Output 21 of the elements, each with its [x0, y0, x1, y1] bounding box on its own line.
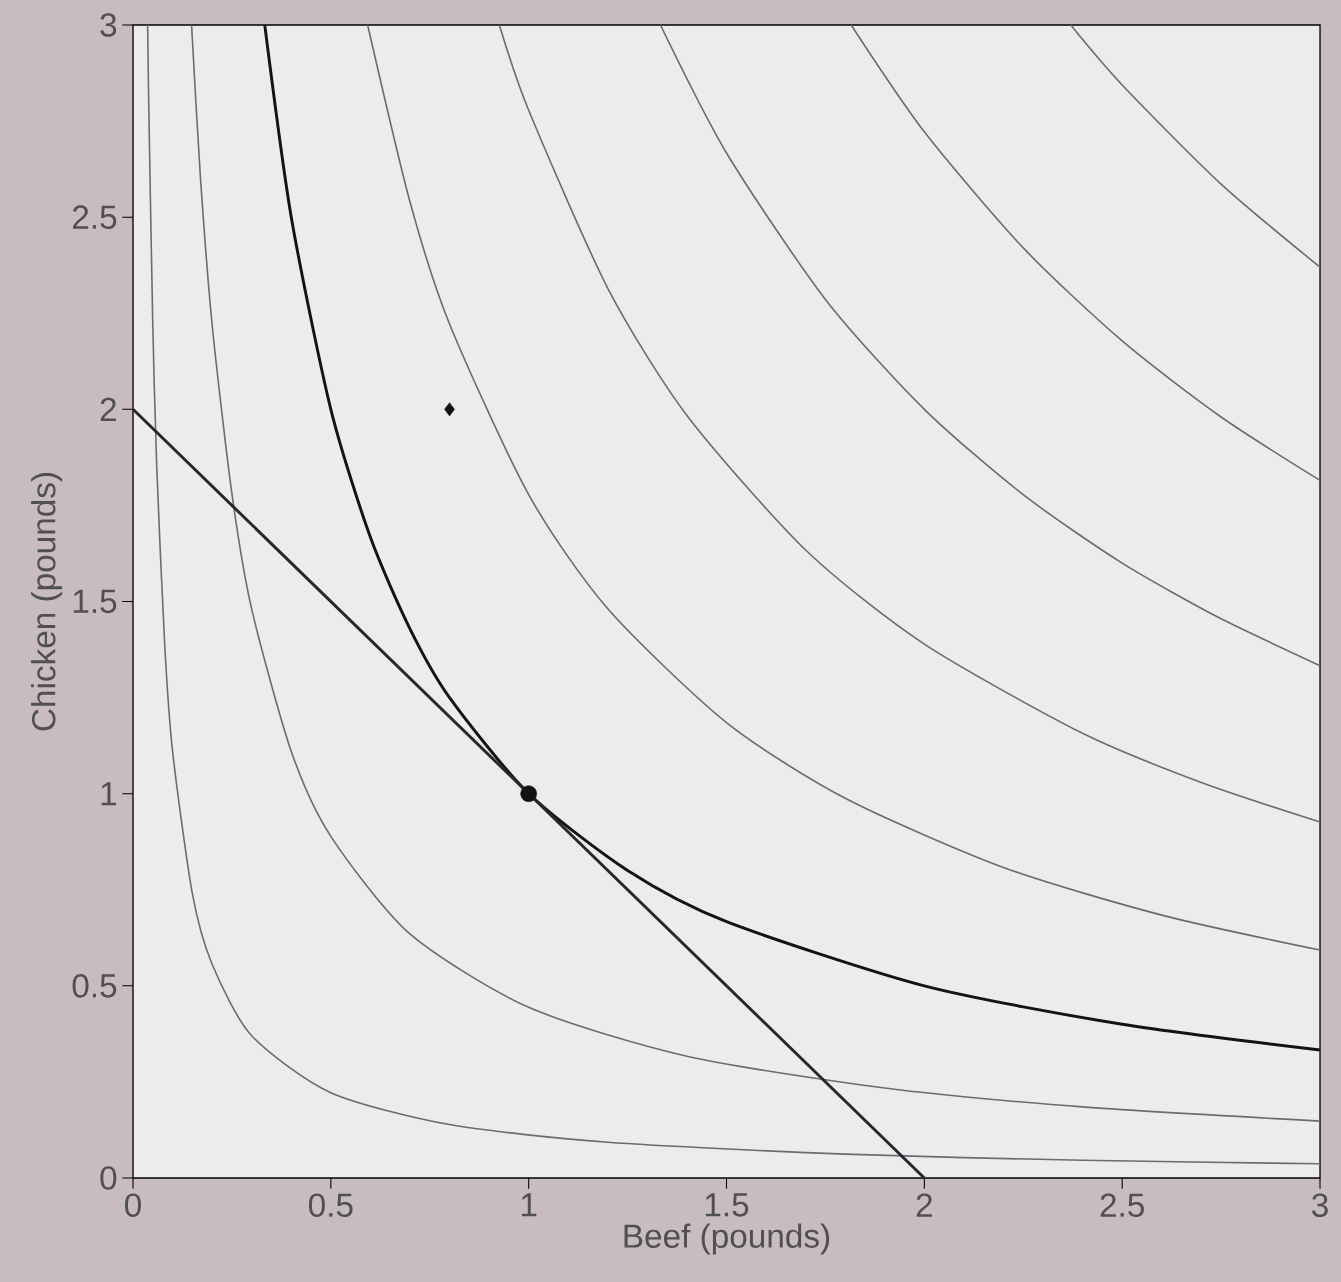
- y-tick-label: 0.5: [72, 974, 117, 998]
- x-tick-label: 2: [916, 1193, 932, 1217]
- x-tick-label: 3: [1312, 1193, 1328, 1217]
- y-axis-title: Chicken (pounds): [31, 473, 63, 731]
- line-series: [659, 24, 1321, 667]
- y-tick-label: 3: [100, 13, 117, 37]
- x-tick-label: 0: [125, 1193, 141, 1217]
- line-series: [366, 24, 1321, 951]
- x-tick-label: 1.5: [705, 1193, 749, 1217]
- x-axis-title: Beef (pounds): [624, 1223, 830, 1255]
- y-tick-label: 2: [100, 397, 116, 421]
- x-tick-label: 2.5: [1100, 1193, 1144, 1217]
- line-series: [850, 24, 1321, 482]
- y-tick-label: 2.5: [72, 205, 117, 229]
- y-tick-label: 1: [101, 782, 116, 806]
- y-tick-label: 0: [100, 1166, 117, 1190]
- line-series: [498, 24, 1321, 823]
- line-series: [1069, 24, 1321, 268]
- x-tick-label: 0.5: [308, 1193, 353, 1217]
- x-tick-label: 1: [521, 1193, 537, 1217]
- y-tick-label: 1.5: [73, 589, 117, 614]
